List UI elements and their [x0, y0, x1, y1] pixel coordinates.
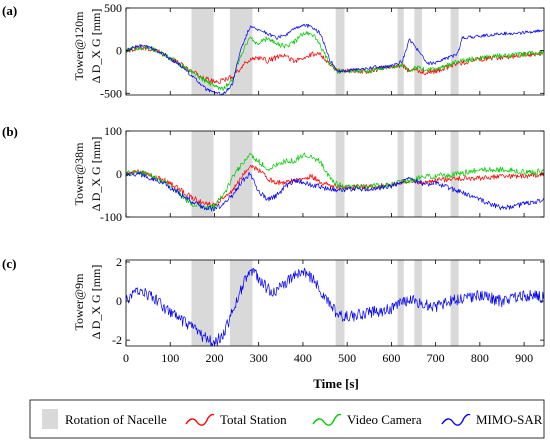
y-tick-label: 100 — [104, 124, 122, 138]
x-tick-label: 700 — [427, 351, 445, 365]
x-tick-label: 900 — [515, 351, 533, 365]
y-tick-label: -2 — [112, 333, 122, 347]
panel-a-label: (a) — [2, 3, 17, 18]
panel-a-ylabel-line1: Tower@120m — [72, 11, 86, 81]
legend-shade-swatch — [42, 409, 58, 429]
x-tick-label: 500 — [338, 351, 356, 365]
legend: Rotation of Nacelle Total Station Video … — [29, 399, 545, 439]
legend-item-rotation: Rotation of Nacelle — [65, 412, 167, 427]
rotation-shade-0 — [191, 260, 214, 346]
panel-c-label: (c) — [2, 256, 16, 271]
rotation-shade-4 — [414, 8, 422, 95]
y-tick-label: 2 — [116, 255, 122, 269]
series-line-video-camera — [125, 31, 544, 91]
panel-b-label: (b) — [2, 124, 18, 139]
legend-box — [29, 399, 545, 439]
x-axis-label: Time [s] — [313, 376, 359, 391]
rotation-shade-3 — [397, 260, 404, 346]
rotation-shade-4 — [414, 260, 422, 346]
series-line-total-station — [125, 44, 544, 85]
panel-b-ylabel-line2: Δ D_X G [mm] — [89, 137, 103, 212]
rotation-shade-4 — [414, 131, 422, 217]
rotation-shade-0 — [191, 131, 214, 217]
panel-b-ylabel-line1: Tower@38m — [72, 142, 86, 206]
legend-item-mimo-sar: MIMO-SAR — [476, 412, 543, 427]
y-tick-label: 500 — [104, 1, 122, 15]
series-line-video-camera — [125, 152, 544, 211]
panel-a: (a) Tower@120m Δ D_X G [mm] -500 0 500 — [2, 1, 545, 100]
legend-item-total-station: Total Station — [220, 412, 287, 427]
y-tick-label: 0 — [116, 294, 122, 308]
series-line-mimo-sar — [125, 267, 544, 347]
plot-frame — [125, 259, 545, 347]
x-tick-label: 200 — [205, 351, 223, 365]
plot-frame — [125, 130, 545, 218]
rotation-shade-2 — [335, 8, 345, 95]
panel-c-ylabel-line1: Tower@9m — [72, 273, 86, 331]
panel-b: (b) Tower@38m Δ D_X G [mm] -100 0 100 — [2, 124, 545, 224]
x-tick-label: 0 — [123, 351, 129, 365]
plot-frame — [125, 7, 545, 96]
panel-c-ylabel-line2: Δ D_X G [mm] — [89, 265, 103, 340]
rotation-shade-1 — [229, 260, 253, 346]
x-tick-label: 400 — [294, 351, 312, 365]
rotation-shade-3 — [397, 131, 404, 217]
rotation-shade-2 — [335, 260, 345, 346]
x-tick-label: 100 — [161, 351, 179, 365]
rotation-shade-5 — [450, 260, 459, 346]
x-tick-label: 600 — [382, 351, 400, 365]
legend-swatch-total-station — [185, 413, 215, 426]
y-tick-label: -500 — [100, 86, 122, 100]
x-tick-label: 300 — [250, 351, 268, 365]
legend-item-video-camera: Video Camera — [347, 412, 422, 427]
legend-swatch-video-camera — [312, 413, 342, 426]
series-line-mimo-sar — [125, 171, 544, 212]
rotation-shade-3 — [397, 8, 404, 95]
series-line-mimo-sar — [125, 23, 544, 96]
y-tick-label: -100 — [100, 210, 122, 224]
x-tick-label: 800 — [471, 351, 489, 365]
rotation-shade-1 — [229, 131, 253, 217]
y-tick-label: 0 — [116, 167, 122, 181]
rotation-shade-1 — [229, 8, 253, 95]
legend-swatch-mimo-sar — [441, 413, 471, 426]
panel-a-ylabel-line2: Δ D_X G [mm] — [89, 9, 103, 84]
rotation-shade-2 — [335, 131, 345, 217]
rotation-shade-5 — [450, 8, 459, 95]
series-line-total-station — [125, 164, 544, 207]
y-tick-label: 0 — [116, 44, 122, 58]
